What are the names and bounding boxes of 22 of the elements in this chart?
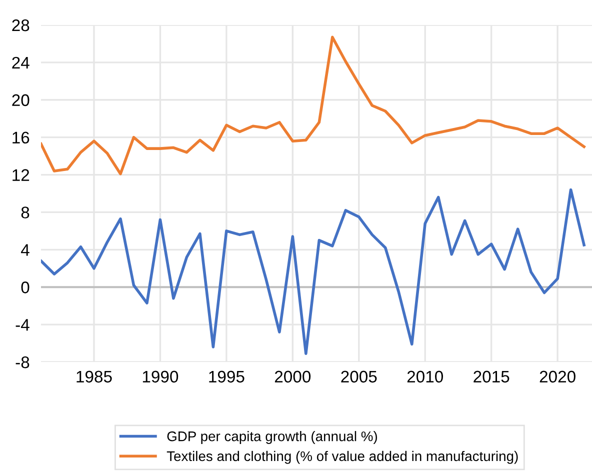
x-tick-label: 2000 [274,370,311,383]
x-tick-label: 1995 [209,370,244,383]
x-tick-label: 2020 [540,370,576,383]
x-tick-label: 2005 [341,370,377,383]
y-tick-label: 20 [12,94,30,106]
x-tick-label: 2015 [474,370,510,383]
y-tick-label: 8 [21,206,30,218]
legend-label: Textiles and clothing (% of value added in manufacturing) [166,450,518,464]
line-series [41,36,586,176]
y-tick-label: -4 [16,319,30,331]
y-tick-label: 12 [12,169,30,181]
legend-label: GDP per capita growth (annual %) [167,431,377,444]
y-tick-label: 28 [12,19,30,32]
x-tick-label: 2010 [407,370,443,383]
y-tick-label: 16 [12,132,30,144]
y-tick-label: 4 [21,244,30,256]
y-tick-label: 0 [21,282,30,294]
x-tick-label: 1990 [142,370,178,383]
x-tick-label: 1985 [76,370,112,383]
y-tick-label: -8 [16,356,30,368]
y-tick-label: 24 [12,56,30,68]
line-series [41,188,586,355]
